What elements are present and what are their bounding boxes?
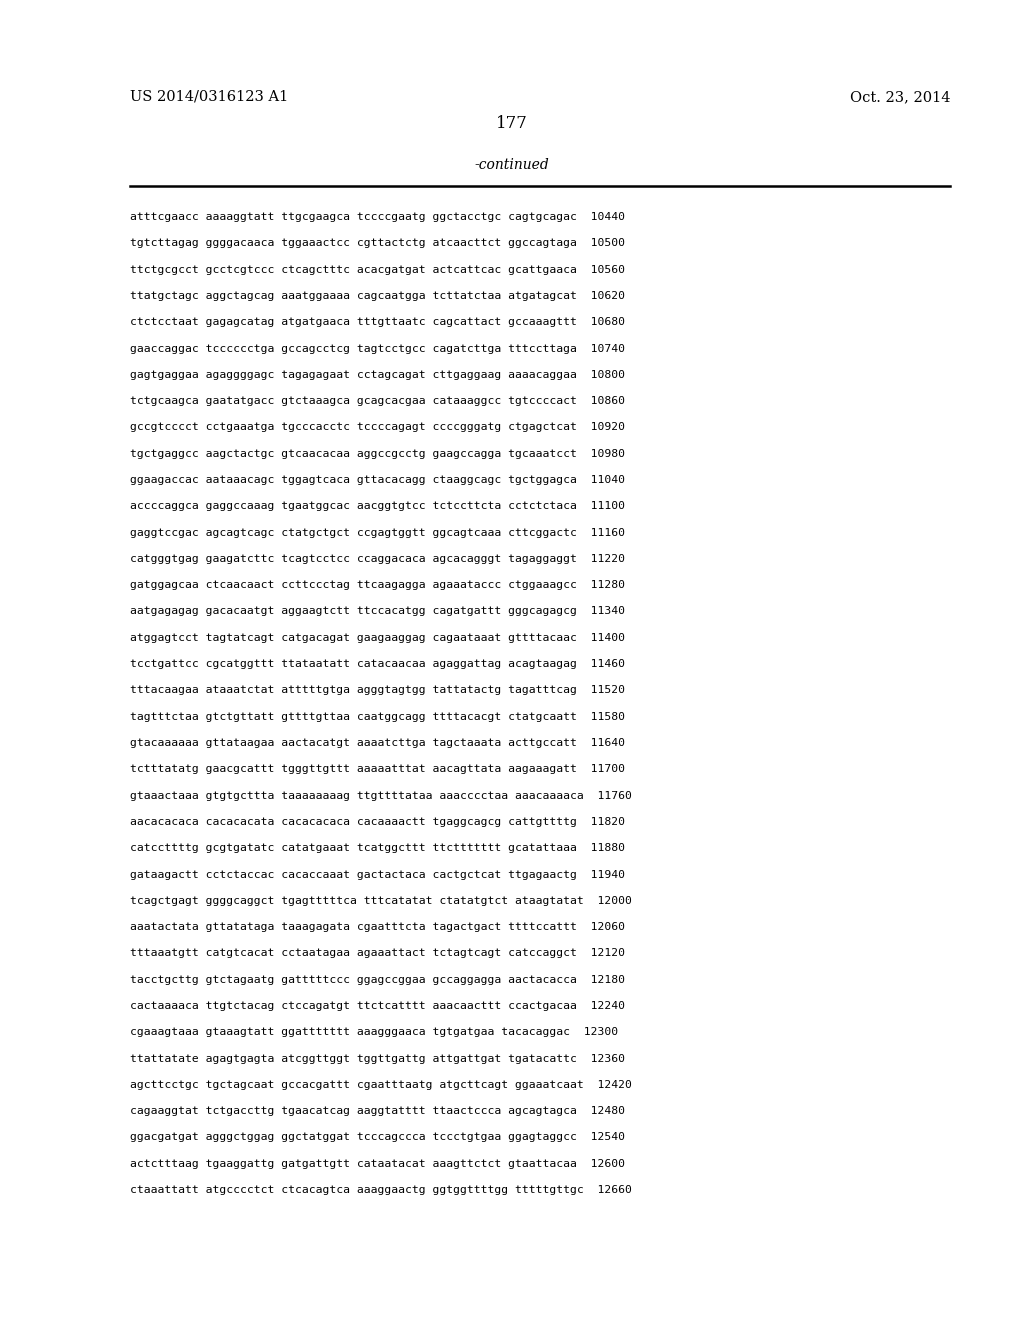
Text: gagtgaggaa agaggggagc tagagagaat cctagcagat cttgaggaag aaaacaggaa  10800: gagtgaggaa agaggggagc tagagagaat cctagca… bbox=[130, 370, 625, 380]
Text: gatggagcaa ctcaacaact ccttccctag ttcaagagga agaaataccc ctggaaagcc  11280: gatggagcaa ctcaacaact ccttccctag ttcaaga… bbox=[130, 581, 625, 590]
Text: -continued: -continued bbox=[475, 158, 549, 172]
Text: cactaaaaca ttgtctacag ctccagatgt ttctcatttt aaacaacttt ccactgacaa  12240: cactaaaaca ttgtctacag ctccagatgt ttctcat… bbox=[130, 1001, 625, 1011]
Text: tgctgaggcc aagctactgc gtcaacacaa aggccgcctg gaagccagga tgcaaatcct  10980: tgctgaggcc aagctactgc gtcaacacaa aggccgc… bbox=[130, 449, 625, 459]
Text: ttattatate agagtgagta atcggttggt tggttgattg attgattgat tgatacattc  12360: ttattatate agagtgagta atcggttggt tggttga… bbox=[130, 1053, 625, 1064]
Text: aaatactata gttatataga taaagagata cgaatttcta tagactgact ttttccattt  12060: aaatactata gttatataga taaagagata cgaattt… bbox=[130, 923, 625, 932]
Text: Oct. 23, 2014: Oct. 23, 2014 bbox=[850, 90, 950, 104]
Text: ctctcctaat gagagcatag atgatgaaca tttgttaatc cagcattact gccaaagttt  10680: ctctcctaat gagagcatag atgatgaaca tttgtta… bbox=[130, 317, 625, 327]
Text: gaaccaggac tcccccctga gccagcctcg tagtcctgcc cagatcttga tttccttaga  10740: gaaccaggac tcccccctga gccagcctcg tagtcct… bbox=[130, 343, 625, 354]
Text: actctttaag tgaaggattg gatgattgtt cataatacat aaagttctct gtaattacaa  12600: actctttaag tgaaggattg gatgattgtt cataata… bbox=[130, 1159, 625, 1168]
Text: ttatgctagc aggctagcag aaatggaaaa cagcaatgga tcttatctaa atgatagcat  10620: ttatgctagc aggctagcag aaatggaaaa cagcaat… bbox=[130, 290, 625, 301]
Text: tcctgattcc cgcatggttt ttataatatt catacaacaa agaggattag acagtaagag  11460: tcctgattcc cgcatggttt ttataatatt catacaa… bbox=[130, 659, 625, 669]
Text: tacctgcttg gtctagaatg gatttttccc ggagccggaa gccaggagga aactacacca  12180: tacctgcttg gtctagaatg gatttttccc ggagccg… bbox=[130, 974, 625, 985]
Text: gtaaactaaa gtgtgcttta taaaaaaaag ttgttttataa aaacccctaa aaacaaaaca  11760: gtaaactaaa gtgtgcttta taaaaaaaag ttgtttt… bbox=[130, 791, 632, 801]
Text: cagaaggtat tctgaccttg tgaacatcag aaggtatttt ttaactccca agcagtagca  12480: cagaaggtat tctgaccttg tgaacatcag aaggtat… bbox=[130, 1106, 625, 1117]
Text: gaggtccgac agcagtcagc ctatgctgct ccgagtggtt ggcagtcaaa cttcggactc  11160: gaggtccgac agcagtcagc ctatgctgct ccgagtg… bbox=[130, 528, 625, 537]
Text: tctgcaagca gaatatgacc gtctaaagca gcagcacgaa cataaaggcc tgtccccact  10860: tctgcaagca gaatatgacc gtctaaagca gcagcac… bbox=[130, 396, 625, 407]
Text: tttacaagaa ataaatctat atttttgtga agggtagtgg tattatactg tagatttcag  11520: tttacaagaa ataaatctat atttttgtga agggtag… bbox=[130, 685, 625, 696]
Text: catccttttg gcgtgatatc catatgaaat tcatggcttt ttcttttttt gcatattaaa  11880: catccttttg gcgtgatatc catatgaaat tcatggc… bbox=[130, 843, 625, 853]
Text: agcttcctgc tgctagcaat gccacgattt cgaatttaatg atgcttcagt ggaaatcaat  12420: agcttcctgc tgctagcaat gccacgattt cgaattt… bbox=[130, 1080, 632, 1090]
Text: ggacgatgat agggctggag ggctatggat tcccagccca tccctgtgaa ggagtaggcc  12540: ggacgatgat agggctggag ggctatggat tcccagc… bbox=[130, 1133, 625, 1143]
Text: atttcgaacc aaaaggtatt ttgcgaagca tccccgaatg ggctacctgc cagtgcagac  10440: atttcgaacc aaaaggtatt ttgcgaagca tccccga… bbox=[130, 213, 625, 222]
Text: gataagactt cctctaccac cacaccaaat gactactaca cactgctcat ttgagaactg  11940: gataagactt cctctaccac cacaccaaat gactact… bbox=[130, 870, 625, 879]
Text: cgaaagtaaa gtaaagtatt ggattttttt aaagggaaca tgtgatgaa tacacaggac  12300: cgaaagtaaa gtaaagtatt ggattttttt aaaggga… bbox=[130, 1027, 618, 1038]
Text: 177: 177 bbox=[496, 115, 528, 132]
Text: catgggtgag gaagatcttc tcagtcctcc ccaggacaca agcacagggt tagaggaggt  11220: catgggtgag gaagatcttc tcagtcctcc ccaggac… bbox=[130, 554, 625, 564]
Text: aacacacaca cacacacata cacacacaca cacaaaactt tgaggcagcg cattgttttg  11820: aacacacaca cacacacata cacacacaca cacaaaa… bbox=[130, 817, 625, 826]
Text: gccgtcccct cctgaaatga tgcccacctc tccccagagt ccccgggatg ctgagctcat  10920: gccgtcccct cctgaaatga tgcccacctc tccccag… bbox=[130, 422, 625, 433]
Text: accccaggca gaggccaaag tgaatggcac aacggtgtcc tctccttcta cctctctaca  11100: accccaggca gaggccaaag tgaatggcac aacggtg… bbox=[130, 502, 625, 511]
Text: tctttatatg gaacgcattt tgggttgttt aaaaatttat aacagttata aagaaagatt  11700: tctttatatg gaacgcattt tgggttgttt aaaaatt… bbox=[130, 764, 625, 775]
Text: ggaagaccac aataaacagc tggagtcaca gttacacagg ctaaggcagc tgctggagca  11040: ggaagaccac aataaacagc tggagtcaca gttacac… bbox=[130, 475, 625, 484]
Text: tttaaatgtt catgtcacat cctaatagaa agaaattact tctagtcagt catccaggct  12120: tttaaatgtt catgtcacat cctaatagaa agaaatt… bbox=[130, 948, 625, 958]
Text: atggagtcct tagtatcagt catgacagat gaagaaggag cagaataaat gttttacaac  11400: atggagtcct tagtatcagt catgacagat gaagaag… bbox=[130, 632, 625, 643]
Text: aatgagagag gacacaatgt aggaagtctt ttccacatgg cagatgattt gggcagagcg  11340: aatgagagag gacacaatgt aggaagtctt ttccaca… bbox=[130, 606, 625, 616]
Text: ttctgcgcct gcctcgtccc ctcagctttc acacgatgat actcattcac gcattgaaca  10560: ttctgcgcct gcctcgtccc ctcagctttc acacgat… bbox=[130, 264, 625, 275]
Text: US 2014/0316123 A1: US 2014/0316123 A1 bbox=[130, 90, 288, 104]
Text: ctaaattatt atgcccctct ctcacagtca aaaggaactg ggtggttttgg tttttgttgc  12660: ctaaattatt atgcccctct ctcacagtca aaaggaa… bbox=[130, 1185, 632, 1195]
Text: gtacaaaaaa gttataagaa aactacatgt aaaatcttga tagctaaata acttgccatt  11640: gtacaaaaaa gttataagaa aactacatgt aaaatct… bbox=[130, 738, 625, 748]
Text: tagtttctaa gtctgttatt gttttgttaa caatggcagg ttttacacgt ctatgcaatt  11580: tagtttctaa gtctgttatt gttttgttaa caatggc… bbox=[130, 711, 625, 722]
Text: tgtcttagag ggggacaaca tggaaactcc cgttactctg atcaacttct ggccagtaga  10500: tgtcttagag ggggacaaca tggaaactcc cgttact… bbox=[130, 239, 625, 248]
Text: tcagctgagt ggggcaggct tgagtttttca tttcatatat ctatatgtct ataagtatat  12000: tcagctgagt ggggcaggct tgagtttttca tttcat… bbox=[130, 896, 632, 906]
